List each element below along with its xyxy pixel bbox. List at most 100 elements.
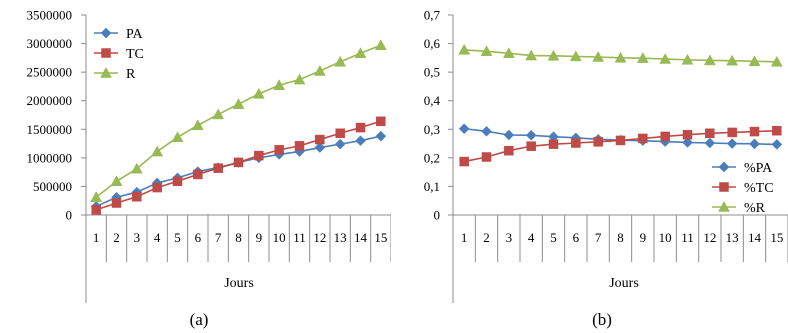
legend-entry: TC [94,47,144,62]
data-point [703,54,716,66]
panel-caption: (a) [190,310,209,329]
data-point [273,79,286,91]
data-point [569,50,582,62]
data-point [726,138,738,149]
data-point [294,141,305,151]
data-point [704,137,716,149]
data-point [548,139,559,149]
x-tick-label: 8 [617,230,624,245]
data-point [91,205,101,215]
x-tick-label: 7 [215,230,222,245]
x-tick-label: 13 [334,230,347,245]
data-point [481,152,492,162]
legend-label: %R [744,201,766,216]
data-point [315,134,325,145]
data-point [212,108,225,120]
x-tick-label: 7 [595,230,602,245]
legend-label: TC [126,47,144,62]
x-tick-label: 4 [154,230,161,245]
data-point [152,182,162,193]
data-point [502,47,515,59]
x-axis-title: Jours [224,276,254,291]
x-tick-label: 15 [770,230,783,245]
data-point [132,191,142,202]
legend-entry: R [94,66,136,82]
data-point [480,45,493,57]
y-tick-label: 0,5 [424,65,440,80]
series-r [458,43,783,67]
data-point [481,125,492,137]
data-point [726,54,739,66]
x-tick-label: 8 [235,230,242,245]
y-tick-label: 1500000 [27,122,73,137]
data-point [525,129,537,141]
data-point [615,135,626,146]
legend-entry: %TC [712,181,774,196]
panel-caption: (b) [592,310,612,329]
y-tick-label: 3500000 [27,8,73,23]
legend-marker [100,66,112,78]
legend-marker [100,27,112,39]
data-point [571,138,581,148]
series-line [95,44,382,198]
x-tick-label: 6 [573,230,580,245]
data-point [376,116,386,127]
y-tick-label: 2500000 [27,65,73,80]
series-tc [459,125,782,167]
x-tick-label: 1 [461,230,468,245]
legend-marker [718,200,730,212]
y-tick-label: 0,2 [424,150,440,165]
data-point [458,123,470,135]
x-tick-label: 12 [703,230,716,245]
x-tick-label: 14 [354,230,368,245]
data-point [636,52,649,63]
data-point [355,135,366,147]
x-tick-label: 9 [640,230,647,245]
data-point [705,128,715,139]
legend-label: PA [126,27,144,42]
data-point [682,137,693,148]
data-point [172,176,183,187]
x-tick-label: 1 [93,230,100,245]
x-tick-label: 11 [293,230,306,245]
y-tick-label: 0,1 [424,179,440,194]
x-tick-label: 12 [313,230,326,245]
data-point [770,55,783,67]
data-point [503,129,515,141]
x-tick-label: 10 [273,230,286,245]
x-tick-label: 11 [681,230,694,245]
chart-body: 00,10,20,30,40,50,60,71 2 3 4 5 6 7 8 9 10 11 12 13 1… [424,8,788,303]
data-point [504,145,514,156]
y-tick-label: 3000000 [27,36,73,51]
data-point [334,138,346,150]
data-point [547,49,560,61]
chart-b: 00,10,20,30,40,50,60,71 2 3 4 5 6 7 8 9 10 11 12 13 1… [424,8,788,329]
x-tick-label: 5 [550,230,557,245]
data-point [593,137,603,147]
data-point [274,145,284,155]
data-point [254,150,264,161]
legend-entry: PA [94,27,144,42]
data-point [191,119,204,131]
chart-body: 0 500000 1000000 1500000 2000000 2500000 30000… [27,8,391,303]
data-point [90,191,103,203]
data-point [233,157,244,168]
data-point [110,175,123,187]
y-tick-label: 0,4 [424,93,441,108]
legend-label: R [126,67,136,82]
series-r [90,39,387,203]
data-point [459,156,469,167]
legend-label: %TC [744,181,774,196]
data-point [638,133,648,144]
data-point [355,122,366,133]
x-tick-label: 3 [134,230,141,245]
series-tc [91,116,386,215]
chart-a: 0 500000 1000000 1500000 2000000 2500000 30000… [27,8,391,329]
x-tick-label: 3 [506,230,513,245]
data-point [525,49,538,61]
y-tick-label: 2000000 [27,93,73,108]
data-point [748,55,761,67]
data-point [252,87,265,99]
data-point [592,50,605,62]
